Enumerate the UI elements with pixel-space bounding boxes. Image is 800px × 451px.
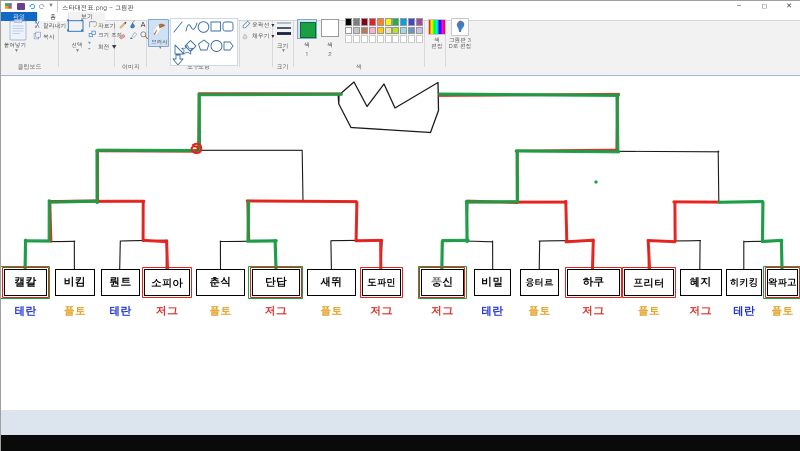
svg-text:A: A [141, 20, 146, 29]
